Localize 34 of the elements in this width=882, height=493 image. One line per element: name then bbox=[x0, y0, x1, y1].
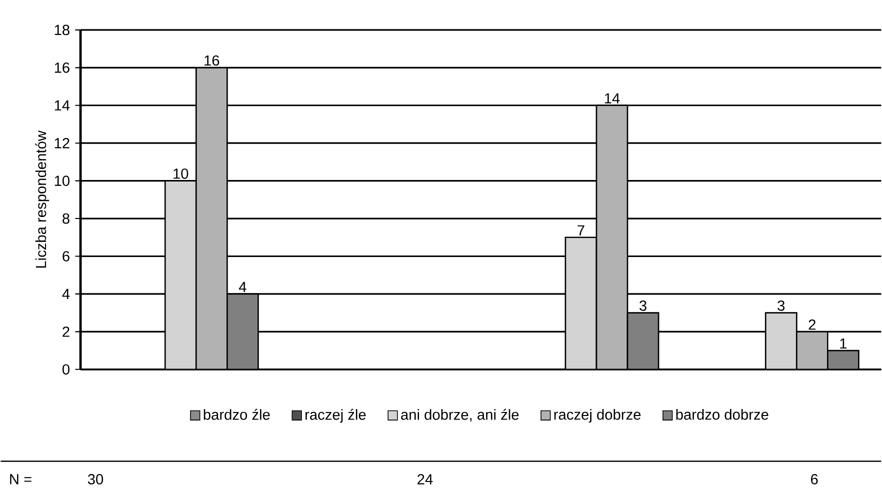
y-tick-label: 12 bbox=[54, 138, 70, 148]
bar bbox=[226, 293, 259, 370]
text: 6 bbox=[811, 474, 818, 484]
bar bbox=[164, 180, 197, 370]
bar bbox=[764, 312, 798, 370]
legend-label: raczej dobrze bbox=[554, 408, 641, 423]
data-label: 16 bbox=[204, 55, 220, 66]
data-label: 3 bbox=[778, 300, 785, 311]
y-tick-label: 4 bbox=[62, 288, 70, 299]
data-label: 14 bbox=[604, 93, 620, 104]
y-tick-label: 10 bbox=[54, 176, 70, 186]
y-tick-label: 14 bbox=[54, 100, 70, 110]
legend-label: ani dobrze, ani źle bbox=[401, 408, 519, 422]
text: N = bbox=[10, 474, 32, 484]
legend-label: raczej źle bbox=[306, 408, 366, 423]
data-label: 7 bbox=[578, 225, 584, 236]
y-tick-label: 2 bbox=[62, 326, 70, 337]
data-label: 10 bbox=[174, 168, 188, 179]
text: 24 bbox=[418, 474, 433, 484]
data-label: 2 bbox=[808, 319, 816, 330]
data-label: 4 bbox=[238, 282, 246, 292]
y-tick-label: 18 bbox=[54, 24, 70, 36]
y-tick-label: 16 bbox=[54, 62, 70, 73]
text: 30 bbox=[88, 474, 104, 484]
bar bbox=[626, 312, 660, 370]
data-label: 3 bbox=[640, 300, 646, 311]
data-label: 1 bbox=[840, 338, 847, 348]
y-tick-label: 0 bbox=[62, 364, 70, 374]
bar bbox=[564, 236, 598, 370]
y-tick-label: 8 bbox=[62, 213, 70, 224]
legend-label: bardzo źle bbox=[204, 408, 270, 420]
legend-label: bardzo dobrze bbox=[676, 408, 768, 420]
y-tick-label: 6 bbox=[62, 250, 70, 262]
y-axis-title: Liczba respondentów bbox=[35, 130, 50, 268]
